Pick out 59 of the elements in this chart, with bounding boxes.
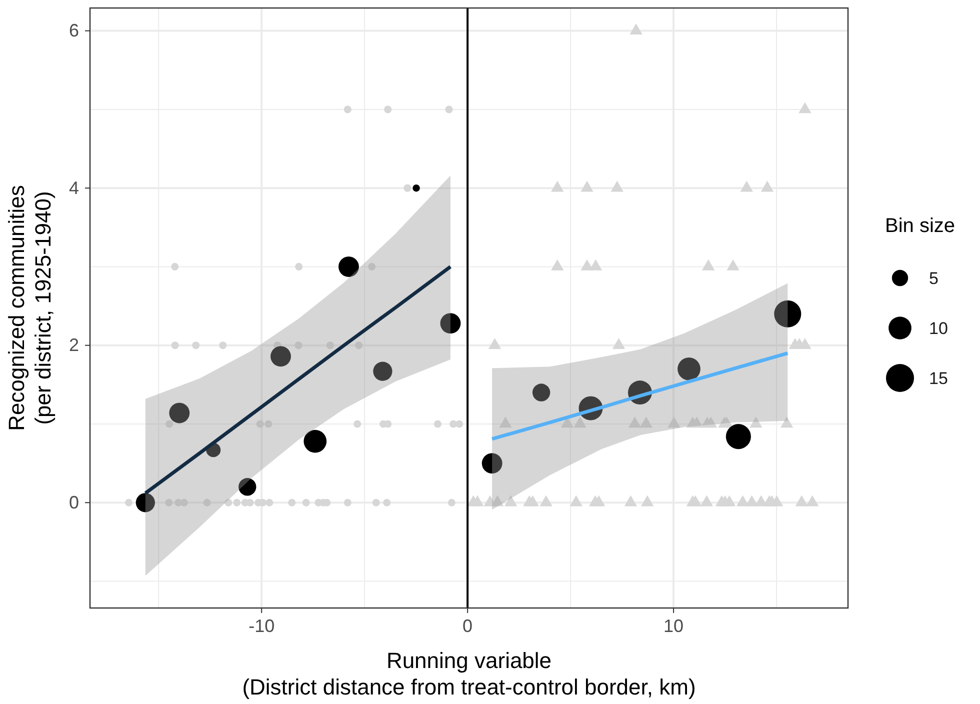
point: [736, 495, 750, 506]
point: [551, 259, 564, 270]
point: [780, 416, 794, 428]
point: [610, 180, 624, 192]
y-tick-label: 6: [68, 20, 79, 41]
point: [704, 416, 718, 428]
x-tick-label: -10: [248, 616, 275, 636]
y-tick-label: 2: [68, 335, 79, 356]
point: [551, 180, 564, 192]
line-series: [490, 351, 790, 441]
point: [726, 259, 740, 270]
point: [624, 495, 638, 506]
point: [445, 106, 453, 114]
point: [580, 180, 594, 192]
point: [491, 495, 504, 506]
point: [570, 495, 582, 506]
legend-label: 10: [929, 319, 948, 338]
point: [404, 184, 412, 192]
y-axis-title: Recognized communities (per district, 1925-1940): [4, 185, 56, 431]
point: [589, 259, 602, 270]
point: [628, 416, 642, 428]
point: [540, 495, 552, 506]
point: [344, 106, 352, 114]
point: [368, 262, 376, 270]
x-tick-label: 0: [462, 616, 473, 636]
point: [668, 416, 680, 428]
point: [745, 495, 758, 506]
point: [592, 495, 606, 506]
point: [640, 416, 652, 428]
point: [760, 180, 774, 192]
point: [295, 262, 303, 270]
x-tick-label: 10: [664, 616, 684, 636]
point: [700, 495, 714, 506]
point: [720, 416, 734, 428]
point: [488, 338, 502, 350]
point: [171, 262, 179, 270]
point: [499, 416, 512, 428]
point: [471, 495, 484, 506]
y-tick-label: 4: [68, 178, 79, 198]
point: [798, 102, 812, 114]
point: [806, 495, 819, 506]
y-tick-label: 0: [68, 492, 79, 512]
point: [526, 495, 540, 506]
point: [795, 495, 808, 506]
point: [740, 180, 754, 192]
point: [702, 259, 715, 270]
point: [504, 495, 518, 506]
point: [574, 416, 586, 428]
point: [690, 416, 704, 428]
point: [630, 23, 642, 34]
point: [750, 416, 762, 428]
point: [384, 106, 392, 114]
point: [689, 495, 702, 506]
legend-label: 5: [929, 269, 938, 288]
x-axis-title: Running variable (District distance from treat-control border, km): [242, 648, 696, 700]
point: [641, 495, 654, 506]
legend-label: 15: [929, 369, 948, 388]
legend-title: Bin size: [885, 215, 956, 237]
point: [612, 338, 626, 350]
